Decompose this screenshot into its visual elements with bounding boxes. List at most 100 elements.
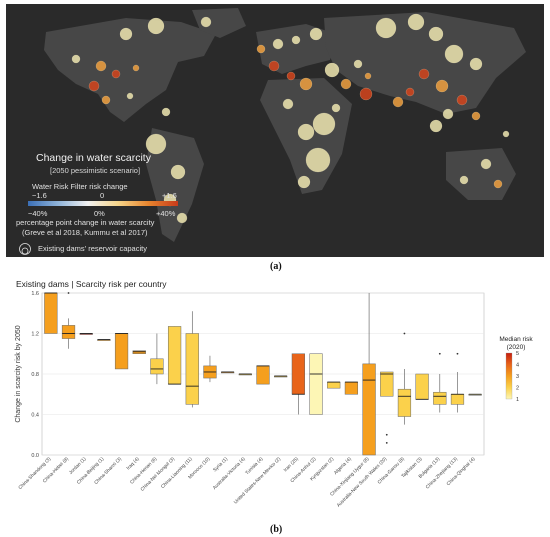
continents (44, 8, 526, 242)
greenland-land (192, 8, 246, 38)
dam-bubble (291, 35, 301, 45)
dam-bubble (428, 26, 444, 42)
dam-bubble (459, 175, 469, 185)
box-outlier (456, 352, 459, 355)
boxes (44, 292, 482, 456)
dam-bubble (502, 130, 510, 138)
box-4 (114, 333, 129, 370)
caption-b: (b) (270, 524, 283, 535)
dam-bubble (161, 107, 171, 117)
legend-citation: (Greve et al 2018, Kummu et al 2017) (22, 228, 148, 237)
y-tick-label: 1.2 (31, 332, 39, 338)
x-tick-label: China-Qinghai (4) (446, 456, 477, 487)
box-outlier (385, 433, 388, 436)
dam-bubble (312, 112, 336, 136)
dam-bubble (456, 94, 468, 106)
risk-tick-label: 2 (516, 386, 519, 392)
box-body (450, 394, 465, 405)
dam-bubble (471, 111, 481, 121)
dam-bubble (299, 77, 313, 91)
risk-tick-label: 3 (516, 374, 519, 380)
box-body (415, 373, 429, 400)
box-21 (415, 373, 429, 400)
dam-bubble (119, 27, 133, 41)
dam-bubble (309, 27, 323, 41)
dam-bubble (200, 16, 212, 28)
dam-bubble (256, 44, 266, 54)
risk-tick-min: −1.6 (32, 191, 47, 200)
dam-bubble (375, 17, 397, 39)
risk-legend-title: Median risk (499, 336, 533, 343)
box-body (167, 326, 182, 385)
world-map (44, 8, 526, 242)
box-body (380, 371, 394, 397)
y-tick-label: 0.4 (31, 413, 39, 419)
box-11 (238, 373, 252, 376)
australia-land (446, 148, 516, 200)
median-risk-legend: Median risk (2020) 5 4 3 2 1 (499, 336, 533, 403)
pct-tick-max: +40% (156, 209, 176, 218)
box-body (327, 381, 341, 389)
box-body (362, 363, 376, 456)
dam-bubble (88, 80, 100, 92)
south-america-land (146, 128, 204, 242)
legend-pct-label: percentage point change in water scarcit… (16, 218, 155, 227)
dam-bubble (111, 69, 121, 79)
dam-bubble (170, 164, 186, 180)
risk-legend-subtitle: (2020) (507, 344, 526, 351)
dam-bubble (405, 87, 415, 97)
scarcity-boxplot-panel: Existing dams | Scarcity risk per countr… (6, 277, 544, 520)
box-body (309, 353, 323, 415)
dam-bubble (95, 60, 107, 72)
box-2 (79, 333, 93, 335)
dam-bubble (297, 175, 311, 189)
dam-bubble (176, 212, 188, 224)
box-13 (274, 375, 288, 378)
x-tick-label: Iraq (4) (125, 456, 140, 471)
box-body (61, 325, 76, 339)
box-15 (309, 353, 323, 415)
dam-bubble (126, 92, 134, 100)
dam-bubble (435, 79, 449, 93)
box-body (185, 333, 199, 405)
dam-bubble (132, 64, 140, 72)
box-outlier (403, 332, 406, 335)
dam-bubble (392, 96, 404, 108)
dam-bubble (407, 13, 425, 31)
box-6 (150, 333, 164, 385)
box-outlier (438, 352, 441, 355)
dam-bubble (101, 95, 111, 105)
europe-land (256, 24, 336, 74)
box-outlier (385, 441, 388, 444)
dam-bubble (331, 103, 341, 113)
dam-size-icon (19, 243, 31, 255)
y-tick-label: 0.0 (31, 453, 39, 459)
box-1 (61, 292, 76, 349)
box-23 (450, 352, 465, 413)
water-scarcity-map: Change in water scarcity [2050 pessimist… (6, 4, 544, 257)
scarcity-boxplot: 0.0 0.4 0.8 1.2 1.6 Change in scarcity risk … (15, 291, 533, 509)
box-8 (185, 311, 199, 408)
pct-tick-mid: 0% (94, 209, 105, 218)
y-tick-label: 1.6 (31, 291, 39, 297)
dam-bubble (272, 38, 284, 50)
x-tick-label: Australia-Victoria (4) (212, 456, 247, 491)
dam-bubble (297, 123, 315, 141)
box-outlier (67, 292, 70, 294)
box-20 (397, 332, 412, 425)
box-body (433, 391, 447, 405)
x-tick-label: Syria (1) (212, 456, 229, 473)
y-axis-label: Change in scarcity risk by 2050 (15, 325, 22, 422)
legend-dam-label: Existing dams' reservoir capacity (38, 244, 147, 253)
dam-bubble (286, 71, 296, 81)
x-tick-label: China-Nei Mongol (3) (140, 456, 177, 493)
dam-bubble (444, 44, 464, 64)
dam-bubble (353, 59, 363, 69)
dam-bubble (147, 17, 165, 35)
box-18 (362, 293, 376, 456)
risk-tick-label: 5 (516, 351, 519, 357)
box-16 (327, 381, 341, 389)
x-tick-label: Iran (25) (283, 456, 300, 473)
risk-colorbar (505, 352, 513, 400)
caption-a: (a) (270, 261, 282, 272)
